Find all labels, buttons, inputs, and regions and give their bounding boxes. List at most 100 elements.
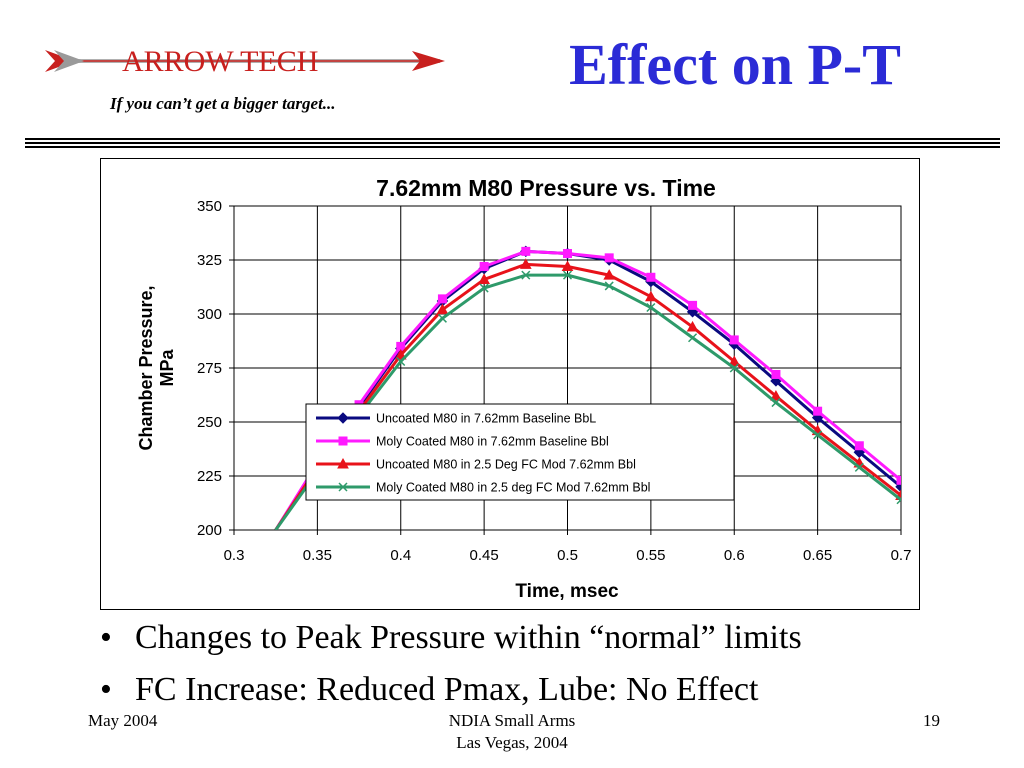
data-point <box>604 281 614 291</box>
y-axis-ticks: 200 225 250 275 300 325 350 <box>197 198 222 539</box>
data-point <box>562 270 573 280</box>
footer-page-number: 19 <box>923 711 940 730</box>
logo-text: ARROW TECH <box>122 45 318 78</box>
y-tick-label: 250 <box>197 414 222 431</box>
series-line <box>274 273 901 530</box>
legend-item: Moly Coated M80 in 2.5 deg FC Mod 7.62mm… <box>316 481 650 495</box>
x-tick-label: 0.55 <box>636 547 665 564</box>
header-divider <box>25 138 1000 150</box>
footer-date: May 2004 <box>88 711 158 730</box>
marker-stroke <box>896 495 901 501</box>
data-point <box>603 269 616 280</box>
arrow-shaft-icon <box>45 50 445 72</box>
legend-item: Uncoated M80 in 7.62mm Baseline BbL <box>316 412 596 426</box>
y-tick-label: 300 <box>197 306 222 323</box>
bullet-list: • Changes to Peak Pressure within “normal… <box>100 612 1000 716</box>
x-tick-label: 0.5 <box>557 547 578 564</box>
legend-marker <box>338 436 348 446</box>
marker-stroke <box>396 356 406 367</box>
y-axis-label-line1: Chamber Pressure, <box>136 285 156 450</box>
data-point <box>771 369 781 379</box>
marker-stroke <box>896 498 901 505</box>
data-point <box>436 303 449 315</box>
marker-stroke <box>771 398 781 408</box>
x-tick-label: 0.65 <box>803 547 832 564</box>
bullet-item: • FC Increase: Reduced Pmax, Lube: No Eff… <box>100 671 759 708</box>
data-point <box>729 335 739 345</box>
series-line <box>274 262 901 530</box>
data-point <box>479 261 489 271</box>
x-tick-label: 0.3 <box>224 547 245 564</box>
data-point <box>437 294 447 304</box>
x-tick-label: 0.4 <box>390 547 411 564</box>
marker-stroke <box>437 313 447 323</box>
data-point <box>813 406 823 416</box>
marker-stroke <box>729 363 739 373</box>
marker-stroke <box>813 430 823 440</box>
pressure-time-chart: 7.62mm M80 Pressure vs. Time 200 225 250 27… <box>100 158 920 610</box>
marker-stroke <box>688 333 698 343</box>
data-point <box>771 398 781 408</box>
chart-legend: Uncoated M80 in 7.62mm Baseline BbL Moly … <box>305 403 735 501</box>
legend-item: Uncoated M80 in 2.5 Deg FC Mod 7.62mm Bb… <box>316 458 636 472</box>
data-point <box>729 363 739 373</box>
y-tick-label: 350 <box>197 198 222 215</box>
data-point <box>896 475 901 485</box>
series-line <box>274 249 901 530</box>
series-4 <box>274 270 901 530</box>
footer-event-line1: NDIA Small Arms <box>448 711 576 730</box>
data-point <box>854 441 864 451</box>
x-axis-label: Time, msec <box>515 581 619 602</box>
legend-label: Uncoated M80 in 7.62mm Baseline BbL <box>376 412 596 426</box>
x-tick-label: 0.35 <box>303 547 332 564</box>
y-tick-label: 275 <box>197 360 222 377</box>
data-point <box>688 300 698 310</box>
data-point <box>561 260 574 271</box>
marker-stroke <box>521 270 531 280</box>
data-point <box>770 390 782 401</box>
legend-marker <box>337 412 349 424</box>
legend-marker <box>337 457 349 469</box>
y-axis-label: Chamber Pressure,MPa <box>136 285 177 450</box>
data-point <box>604 253 614 263</box>
marker-stroke <box>854 462 864 472</box>
y-tick-label: 200 <box>197 522 222 539</box>
series-3 <box>274 258 901 530</box>
data-point <box>519 258 532 269</box>
y-tick-label: 225 <box>197 468 222 485</box>
y-axis-label-line2: MPa <box>157 349 177 387</box>
legend-item: Moly Coated M80 in 7.62mm Baseline Bbl <box>316 435 609 449</box>
data-point <box>813 430 823 440</box>
data-point <box>854 462 864 472</box>
data-point <box>521 270 531 280</box>
marker-stroke <box>338 482 348 492</box>
data-point <box>521 246 531 256</box>
bullet-item: • Changes to Peak Pressure within “normal… <box>100 619 802 656</box>
data-point <box>896 495 901 505</box>
bullet-text: Changes to Peak Pressure within “normal”… <box>135 619 802 656</box>
data-point <box>478 273 490 284</box>
legend-label: Moly Coated M80 in 2.5 deg FC Mod 7.62mm… <box>376 481 650 495</box>
chart-series <box>274 245 901 530</box>
data-point <box>563 249 572 259</box>
x-tick-label: 0.7 <box>891 547 912 564</box>
data-point <box>688 333 698 343</box>
tagline: If you can’t get a bigger target... <box>110 94 336 113</box>
data-point <box>646 272 656 282</box>
arrow-tech-logo: ARROW TECH <box>45 45 445 78</box>
x-axis-ticks: 0.3 0.35 0.4 0.45 0.5 0.55 0.6 0.65 0.7 <box>224 547 912 564</box>
x-tick-label: 0.45 <box>470 547 499 564</box>
slide-title: Effect on P-T <box>569 32 901 97</box>
footer-event: NDIA Small Arms Las Vegas, 2004 <box>362 710 662 754</box>
marker-stroke <box>646 302 656 313</box>
legend-label: Uncoated M80 in 2.5 Deg FC Mod 7.62mm Bb… <box>376 458 636 472</box>
marker-stroke <box>604 281 614 291</box>
data-point <box>437 313 447 323</box>
legend-box <box>305 403 735 501</box>
marker-stroke <box>479 283 489 293</box>
data-point <box>479 283 489 293</box>
footer-event-line2: Las Vegas, 2004 <box>456 733 568 752</box>
x-tick-label: 0.6 <box>724 547 745 564</box>
y-tick-label: 325 <box>197 252 222 269</box>
data-point <box>645 290 657 302</box>
